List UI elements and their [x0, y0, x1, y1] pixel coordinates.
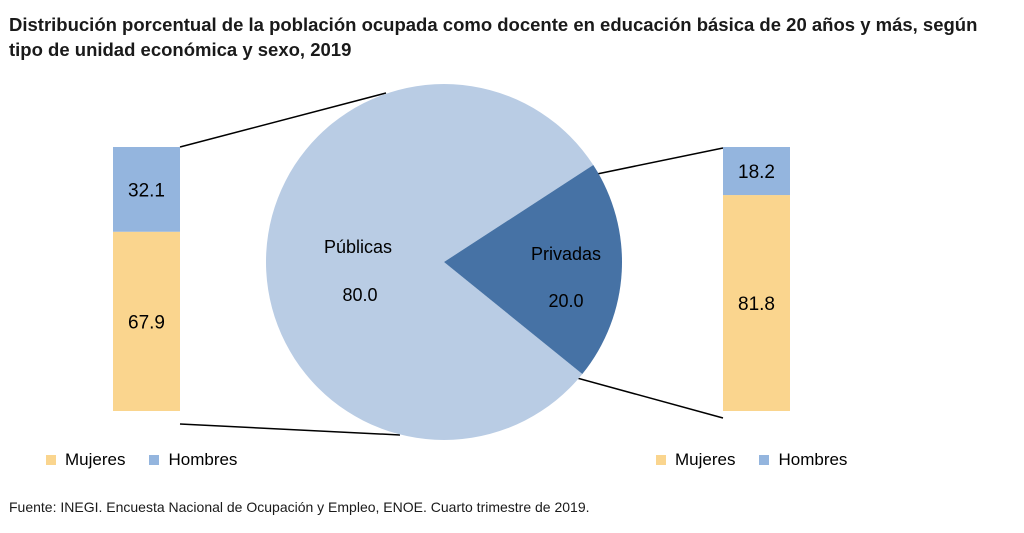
legend-left: Mujeres Hombres: [46, 450, 261, 470]
legend-label-hombres: Hombres: [168, 450, 238, 469]
connector-right-top: [596, 147, 724, 175]
legend-right: Mujeres Hombres: [656, 450, 871, 470]
legend-swatch-hombres: [759, 455, 770, 465]
legend-item-hombres: Hombres: [149, 450, 237, 470]
pie-slice-privadas: [444, 165, 623, 375]
legend-swatch-mujeres: [46, 455, 56, 465]
connector-lines: [179, 92, 724, 436]
source-note: Fuente: INEGI. Encuesta Nacional de Ocup…: [9, 499, 590, 515]
chart-title: Distribución porcentual de la población …: [9, 14, 978, 60]
bar-privadas-segment-mujeres: [723, 195, 790, 411]
pie-chart: Públicas 80.0 Privadas 20.0: [266, 83, 623, 441]
pie-slice-publicas: [266, 83, 594, 441]
pie-value-publicas: 80.0: [342, 285, 377, 305]
legend-label-mujeres: Mujeres: [675, 450, 736, 469]
bar-privadas-label-hombres: 18.2: [738, 162, 775, 183]
legend-swatch-mujeres: [656, 455, 666, 465]
bar-publicas-label-mujeres: 67.9: [128, 312, 165, 333]
pie-label-privadas: Privadas: [531, 244, 601, 264]
legend-label-hombres: Hombres: [778, 450, 848, 469]
stacked-bar-publicas: 67.9 32.1: [113, 147, 180, 411]
legend-item-hombres: Hombres: [759, 450, 847, 470]
bar-privadas-label-mujeres: 81.8: [738, 294, 775, 315]
bar-privadas-segment-hombres: [723, 147, 790, 196]
connector-left-bottom: [179, 423, 401, 436]
stacked-bar-privadas: 81.8 18.2: [723, 147, 790, 411]
bar-publicas-segment-mujeres: [113, 231, 180, 411]
pie-label-publicas: Públicas: [324, 237, 392, 257]
connector-left-top: [179, 92, 387, 148]
legend-item-mujeres: Mujeres: [656, 450, 735, 470]
legend-item-mujeres: Mujeres: [46, 450, 125, 470]
bar-publicas-label-hombres: 32.1: [128, 180, 165, 201]
bar-publicas-segment-hombres: [113, 147, 180, 232]
legend-swatch-hombres: [149, 455, 160, 465]
pie-value-privadas: 20.0: [548, 291, 583, 311]
connector-right-bottom: [576, 377, 724, 419]
legend-label-mujeres: Mujeres: [65, 450, 126, 469]
